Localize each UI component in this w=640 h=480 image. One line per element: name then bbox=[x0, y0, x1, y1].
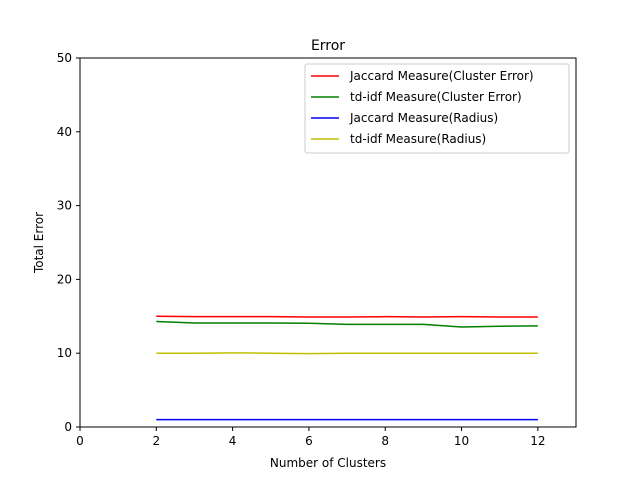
y-axis-ticks: 0 10 20 30 40 50 bbox=[57, 51, 80, 434]
x-tick-label: 4 bbox=[229, 434, 237, 448]
series-line-1 bbox=[156, 315, 538, 318]
x-tick-label: 6 bbox=[305, 434, 313, 448]
x-axis-ticks: 0 2 4 6 8 10 12 bbox=[76, 427, 545, 448]
series-line-4 bbox=[156, 352, 538, 355]
legend: Jaccard Measure(Cluster Error) td-idf Mea… bbox=[304, 63, 570, 154]
legend-entry: td-idf Measure(Cluster Error) bbox=[350, 90, 522, 104]
x-tick-label: 2 bbox=[152, 434, 160, 448]
x-tick-label: 8 bbox=[381, 434, 389, 448]
y-tick-label: 50 bbox=[57, 51, 72, 65]
legend-entry: Jaccard Measure(Cluster Error) bbox=[349, 69, 534, 83]
x-tick-label: 0 bbox=[76, 434, 84, 448]
y-tick-label: 0 bbox=[64, 420, 72, 434]
x-tick-label: 10 bbox=[454, 434, 469, 448]
chart-title: Error bbox=[311, 38, 345, 54]
axes-frame bbox=[79, 57, 577, 428]
x-tick-label: 12 bbox=[530, 434, 545, 448]
y-tick-label: 30 bbox=[57, 199, 72, 213]
y-axis-label: Total Error bbox=[32, 212, 46, 274]
x-axis-label: Number of Clusters bbox=[270, 456, 386, 470]
series-line-2 bbox=[156, 320, 538, 328]
y-tick-label: 10 bbox=[57, 346, 72, 360]
legend-entry: td-idf Measure(Radius) bbox=[350, 132, 486, 146]
y-tick-label: 40 bbox=[57, 125, 72, 139]
y-tick-label: 20 bbox=[57, 272, 72, 286]
legend-box bbox=[304, 63, 570, 154]
series-lines bbox=[156, 315, 538, 421]
legend-entry: Jaccard Measure(Radius) bbox=[349, 111, 498, 125]
